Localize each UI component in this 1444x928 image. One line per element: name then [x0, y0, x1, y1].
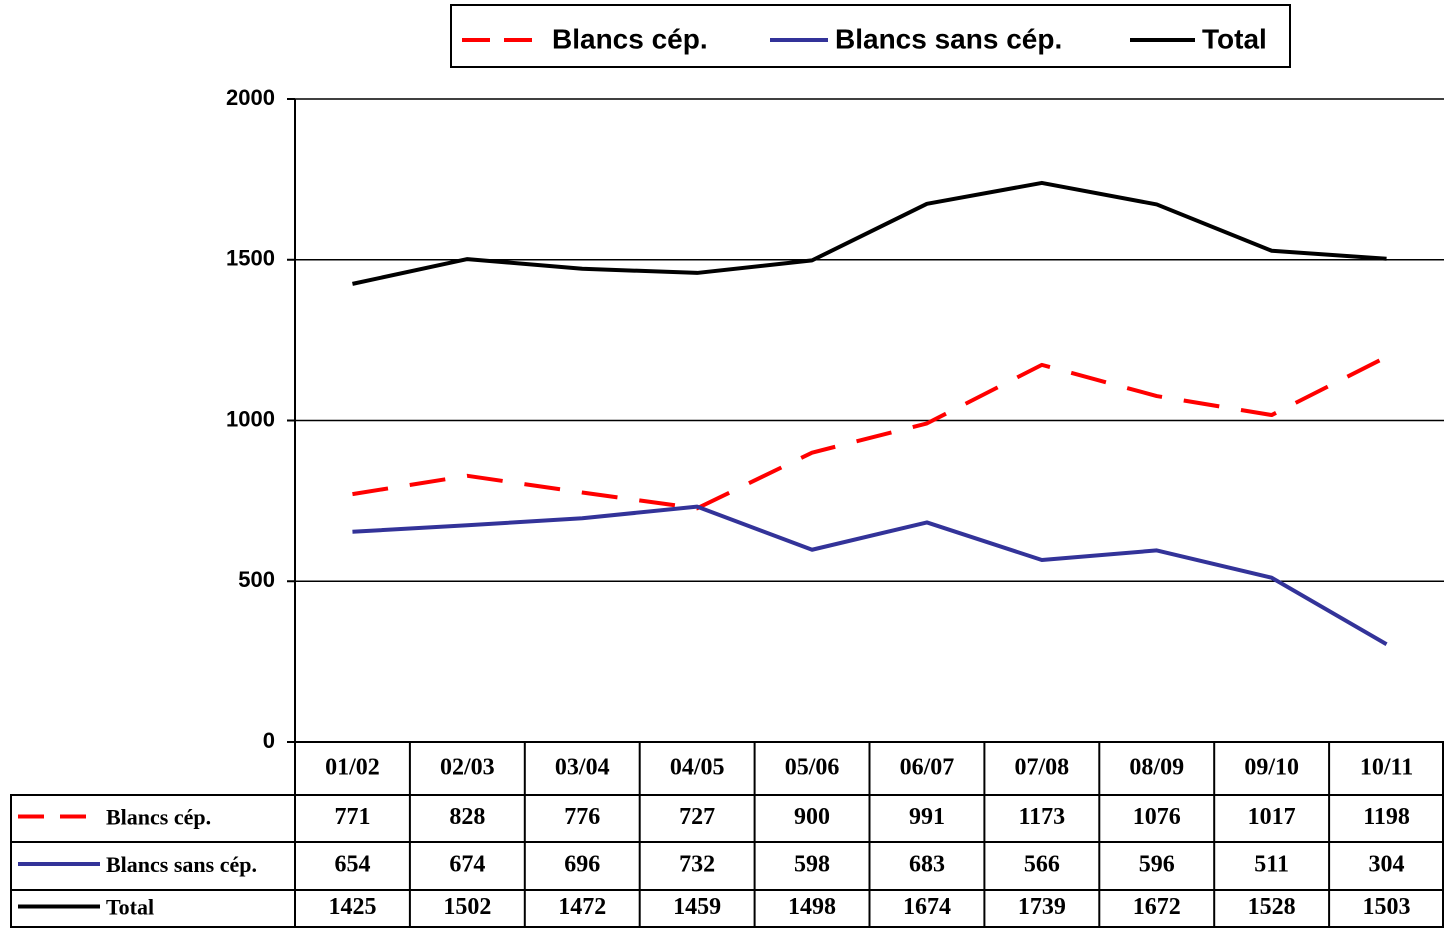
table-cell: 596: [1139, 852, 1175, 878]
table-cell: 771: [334, 804, 370, 830]
table-cell: 1017: [1248, 804, 1296, 830]
table-cell: 1674: [903, 894, 951, 920]
x-tick-label: 09/10: [1244, 755, 1299, 781]
x-tick-label: 01/02: [325, 755, 380, 781]
table-cell: 1459: [673, 894, 721, 920]
x-tick-label: 02/03: [440, 755, 495, 781]
table-cell: 696: [564, 852, 600, 878]
table-cell: 566: [1024, 852, 1060, 878]
table-cell: 511: [1254, 852, 1289, 878]
table-cell: 1498: [788, 894, 836, 920]
table-cell: 1472: [558, 894, 606, 920]
table-cell: 304: [1369, 852, 1405, 878]
table-row-label: Blancs cép.: [106, 805, 211, 830]
legend-box: [450, 4, 1291, 68]
legend-label: Blancs cép.: [552, 23, 708, 54]
table-cell: 1425: [328, 894, 376, 920]
y-tick-label: 0: [263, 728, 275, 753]
table-cell: 654: [334, 852, 370, 878]
table-cell: 900: [794, 804, 830, 830]
y-tick-label: 1500: [226, 246, 275, 271]
x-tick-label: 06/07: [900, 755, 955, 781]
table-cell: 828: [449, 804, 485, 830]
table-cell: 1503: [1363, 894, 1411, 920]
table-cell: 1173: [1019, 804, 1066, 830]
table-cell: 1672: [1133, 894, 1181, 920]
table-cell: 1076: [1133, 804, 1181, 830]
table-cell: 727: [679, 804, 715, 830]
legend-label: Blancs sans cép.: [835, 23, 1062, 54]
x-tick-label: 07/08: [1015, 755, 1070, 781]
table-cell: 1502: [443, 894, 491, 920]
series-line: [352, 504, 1388, 646]
y-tick-label: 2000: [226, 85, 275, 110]
series-line: [352, 180, 1387, 286]
y-tick-label: 500: [238, 567, 275, 592]
table-row-label: Blancs sans cép.: [106, 852, 257, 877]
table-cell: 991: [909, 804, 945, 830]
table-cell: 683: [909, 852, 945, 878]
x-tick-label: 08/09: [1129, 755, 1184, 781]
table-cell: 1528: [1248, 894, 1296, 920]
y-tick-label: 1000: [226, 406, 275, 431]
table-cell: 598: [794, 852, 830, 878]
table-cell: 1739: [1018, 894, 1066, 920]
legend-label: Total: [1202, 23, 1267, 54]
x-tick-label: 05/06: [785, 755, 840, 781]
series-line: [352, 355, 1388, 511]
table-row-label: Total: [106, 895, 154, 920]
x-tick-label: 03/04: [555, 755, 610, 781]
table-cell: 776: [564, 804, 600, 830]
x-tick-label: 10/11: [1360, 755, 1413, 781]
x-tick-label: 04/05: [670, 755, 725, 781]
table-cell: 732: [679, 852, 715, 878]
table-cell: 674: [449, 852, 485, 878]
table-cell: 1198: [1363, 804, 1410, 830]
